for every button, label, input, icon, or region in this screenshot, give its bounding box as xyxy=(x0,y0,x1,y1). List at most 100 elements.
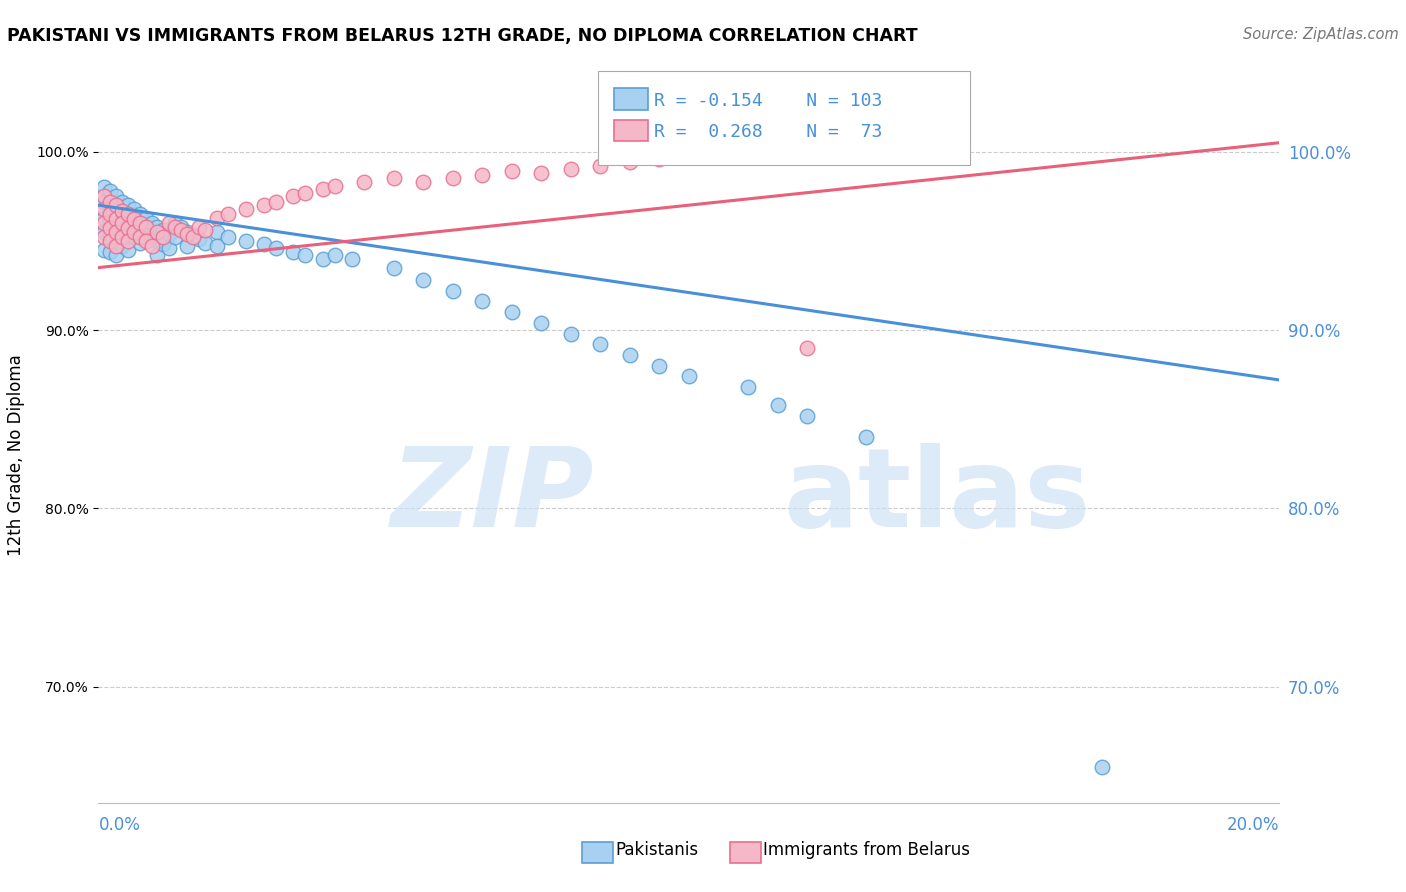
Point xyxy=(737,380,759,394)
Point xyxy=(737,146,759,161)
Point xyxy=(501,305,523,319)
Point xyxy=(146,225,169,239)
Point xyxy=(117,243,139,257)
Point xyxy=(122,216,145,230)
Point xyxy=(105,225,128,239)
Point xyxy=(157,227,180,241)
Point xyxy=(93,194,115,209)
Point xyxy=(253,198,276,212)
Point xyxy=(111,209,134,223)
Point xyxy=(194,223,217,237)
Point xyxy=(117,207,139,221)
Point xyxy=(98,198,121,212)
Point xyxy=(253,237,276,252)
Point xyxy=(141,239,163,253)
Point xyxy=(181,230,204,244)
Point xyxy=(105,239,128,253)
Y-axis label: 12th Grade, No Diploma: 12th Grade, No Diploma xyxy=(7,354,25,556)
Point xyxy=(412,273,434,287)
Point xyxy=(98,244,121,259)
Point xyxy=(441,171,464,186)
Point xyxy=(111,203,134,218)
Point xyxy=(93,180,115,194)
Point xyxy=(648,152,671,166)
Point xyxy=(141,216,163,230)
Point xyxy=(105,189,128,203)
Point xyxy=(796,409,818,423)
Point xyxy=(619,155,641,169)
Point xyxy=(93,211,115,225)
Point xyxy=(157,216,180,230)
Point xyxy=(128,235,150,250)
Point xyxy=(560,326,582,341)
Point xyxy=(294,186,316,200)
Point xyxy=(187,232,209,246)
Point xyxy=(128,230,150,244)
Point xyxy=(678,369,700,384)
Point xyxy=(117,234,139,248)
Point xyxy=(560,162,582,177)
Point xyxy=(98,194,121,209)
Text: 20.0%: 20.0% xyxy=(1227,816,1279,834)
Point xyxy=(117,212,139,227)
Point xyxy=(766,398,789,412)
Point xyxy=(194,235,217,250)
Point xyxy=(98,212,121,227)
Text: atlas: atlas xyxy=(783,443,1091,550)
Point xyxy=(264,194,287,209)
Point xyxy=(98,221,121,235)
Point xyxy=(122,212,145,227)
Point xyxy=(707,150,730,164)
Point xyxy=(135,219,157,234)
Point xyxy=(312,252,335,266)
Text: ZIP: ZIP xyxy=(391,443,595,550)
Point xyxy=(98,234,121,248)
Point xyxy=(117,227,139,241)
Point xyxy=(146,248,169,262)
Point xyxy=(165,230,187,244)
Point xyxy=(825,139,848,153)
Point xyxy=(205,239,228,253)
Point xyxy=(157,241,180,255)
Point xyxy=(117,198,139,212)
Point xyxy=(135,234,157,248)
Point xyxy=(342,252,364,266)
Point xyxy=(152,237,174,252)
Point xyxy=(128,216,150,230)
Point xyxy=(589,159,612,173)
Point xyxy=(796,141,818,155)
Point xyxy=(187,219,209,234)
Point xyxy=(98,228,121,243)
Point xyxy=(205,211,228,225)
Point xyxy=(382,171,405,186)
Point xyxy=(181,228,204,243)
Point xyxy=(471,294,494,309)
Point xyxy=(111,223,134,237)
Point xyxy=(93,225,115,239)
Point xyxy=(105,198,128,212)
Point xyxy=(323,178,346,193)
Point xyxy=(382,260,405,275)
Point xyxy=(165,216,187,230)
Point xyxy=(135,225,157,239)
Point xyxy=(111,230,134,244)
Point xyxy=(105,212,128,227)
Text: R = -0.154    N = 103: R = -0.154 N = 103 xyxy=(654,92,882,110)
Point xyxy=(678,148,700,162)
Point xyxy=(441,284,464,298)
Point xyxy=(111,194,134,209)
Point xyxy=(217,207,239,221)
Point xyxy=(176,225,198,239)
Point xyxy=(93,189,115,203)
Point xyxy=(111,239,134,253)
Point xyxy=(128,221,150,235)
Point xyxy=(501,164,523,178)
Point xyxy=(170,223,193,237)
Point xyxy=(264,241,287,255)
Point xyxy=(93,230,115,244)
Point xyxy=(217,230,239,244)
Point xyxy=(589,337,612,351)
Point xyxy=(98,184,121,198)
Point xyxy=(312,182,335,196)
Point xyxy=(205,225,228,239)
